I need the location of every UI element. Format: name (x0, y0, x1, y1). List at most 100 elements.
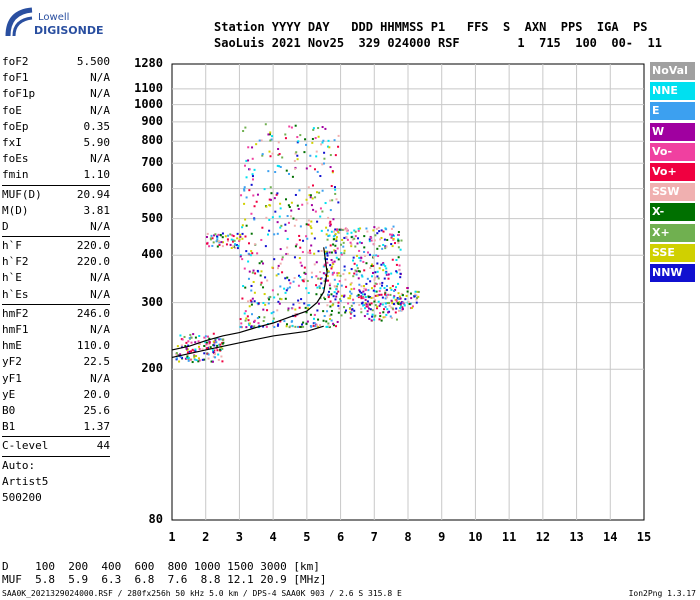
echo-point (391, 258, 394, 261)
echo-point (371, 263, 374, 266)
x-tick-label: 12 (535, 530, 551, 544)
echo-point (374, 276, 377, 279)
echo-point (409, 307, 412, 310)
echo-point (288, 286, 291, 289)
param-name: foF1p (2, 87, 36, 101)
echo-point (409, 302, 412, 305)
footer-version: Ion2Png 1.3.17 (628, 589, 696, 598)
echo-point (221, 342, 224, 345)
echo-point (325, 226, 328, 229)
echo-point (331, 304, 334, 307)
autoscaling-info: 500200 (2, 490, 42, 504)
echo-point (322, 272, 325, 275)
echo-point (366, 300, 369, 303)
echo-point (343, 252, 346, 255)
echo-point (313, 237, 316, 240)
digisonde-logo-icon (5, 7, 33, 37)
param-row-he: h`E N/A (2, 270, 110, 286)
echo-point (304, 272, 307, 275)
echo-point (330, 258, 333, 261)
echo-point (342, 245, 345, 248)
echo-point (326, 145, 329, 148)
echo-point (335, 256, 338, 259)
echo-point (343, 294, 346, 297)
echo-point (345, 285, 348, 288)
echo-point (239, 254, 242, 257)
echo-point (312, 127, 315, 130)
echo-point (366, 230, 369, 233)
x-tick-label: 15 (636, 530, 652, 544)
echo-point (250, 303, 253, 306)
echo-point (214, 233, 217, 236)
x-tick-label: 10 (468, 530, 483, 544)
echo-point (378, 282, 381, 285)
echo-point (339, 299, 342, 302)
echo-point (325, 320, 328, 323)
echo-point (329, 224, 332, 227)
echo-point (286, 246, 289, 249)
echo-point (337, 134, 340, 137)
echo-point (268, 204, 271, 207)
echo-point (221, 360, 224, 363)
echo-point (203, 336, 206, 339)
echo-point (373, 278, 376, 281)
echo-point (300, 323, 303, 326)
echo-point (213, 349, 216, 352)
echo-point (406, 290, 409, 293)
y-tick-label: 500 (141, 210, 163, 225)
echo-point (251, 252, 254, 255)
echo-point (358, 289, 361, 292)
echo-point (358, 283, 361, 286)
echo-point (390, 235, 393, 238)
echo-point (326, 250, 329, 253)
header-line-1: Station YYYY DAY DDD HHMMSS P1 FFS S AXN… (214, 20, 648, 34)
echo-point (317, 318, 320, 321)
echo-point (390, 272, 393, 275)
echo-point (399, 248, 402, 251)
echo-point (366, 312, 369, 315)
echo-point (351, 308, 354, 311)
echo-point (331, 170, 334, 173)
echo-point (273, 197, 276, 200)
echo-point (267, 170, 270, 173)
echo-point (320, 282, 323, 285)
echo-point (311, 137, 314, 140)
echo-point (370, 239, 373, 242)
echo-point (294, 193, 297, 196)
echo-point (399, 302, 402, 305)
echo-point (367, 289, 370, 292)
echo-point (305, 167, 308, 170)
echo-point (364, 298, 367, 301)
echo-point (300, 298, 303, 301)
echo-point (352, 301, 355, 304)
y-tick-label: 900 (141, 113, 163, 128)
legend-item-e: E (650, 102, 695, 121)
echo-point (197, 360, 200, 363)
echo-point (307, 251, 310, 254)
muf-distance-row-2: MUF 5.8 5.9 6.3 6.8 7.6 8.8 12.1 20.9 [M… (2, 573, 327, 586)
echo-point (334, 298, 337, 301)
echo-point (330, 185, 333, 188)
trace-o-mode (171, 247, 328, 351)
echo-point (368, 253, 371, 256)
echo-point (319, 277, 322, 280)
param-row-d: D N/A (2, 219, 110, 235)
y-tick-label: 600 (141, 180, 163, 195)
echo-point (271, 135, 274, 138)
echo-point (399, 276, 402, 279)
echo-point (363, 254, 366, 257)
echo-point (190, 341, 193, 344)
echo-point (312, 324, 315, 327)
echo-point (395, 259, 398, 262)
echo-point (291, 175, 294, 178)
x-tick-label: 5 (303, 530, 311, 544)
echo-point (311, 141, 314, 144)
echo-point (401, 307, 404, 310)
param-value: 5.500 (76, 55, 110, 68)
echo-point (272, 311, 275, 314)
echo-point (377, 300, 380, 303)
echo-point (294, 313, 297, 316)
echo-point (332, 322, 335, 325)
echo-point (306, 320, 309, 323)
echo-point (221, 338, 224, 341)
